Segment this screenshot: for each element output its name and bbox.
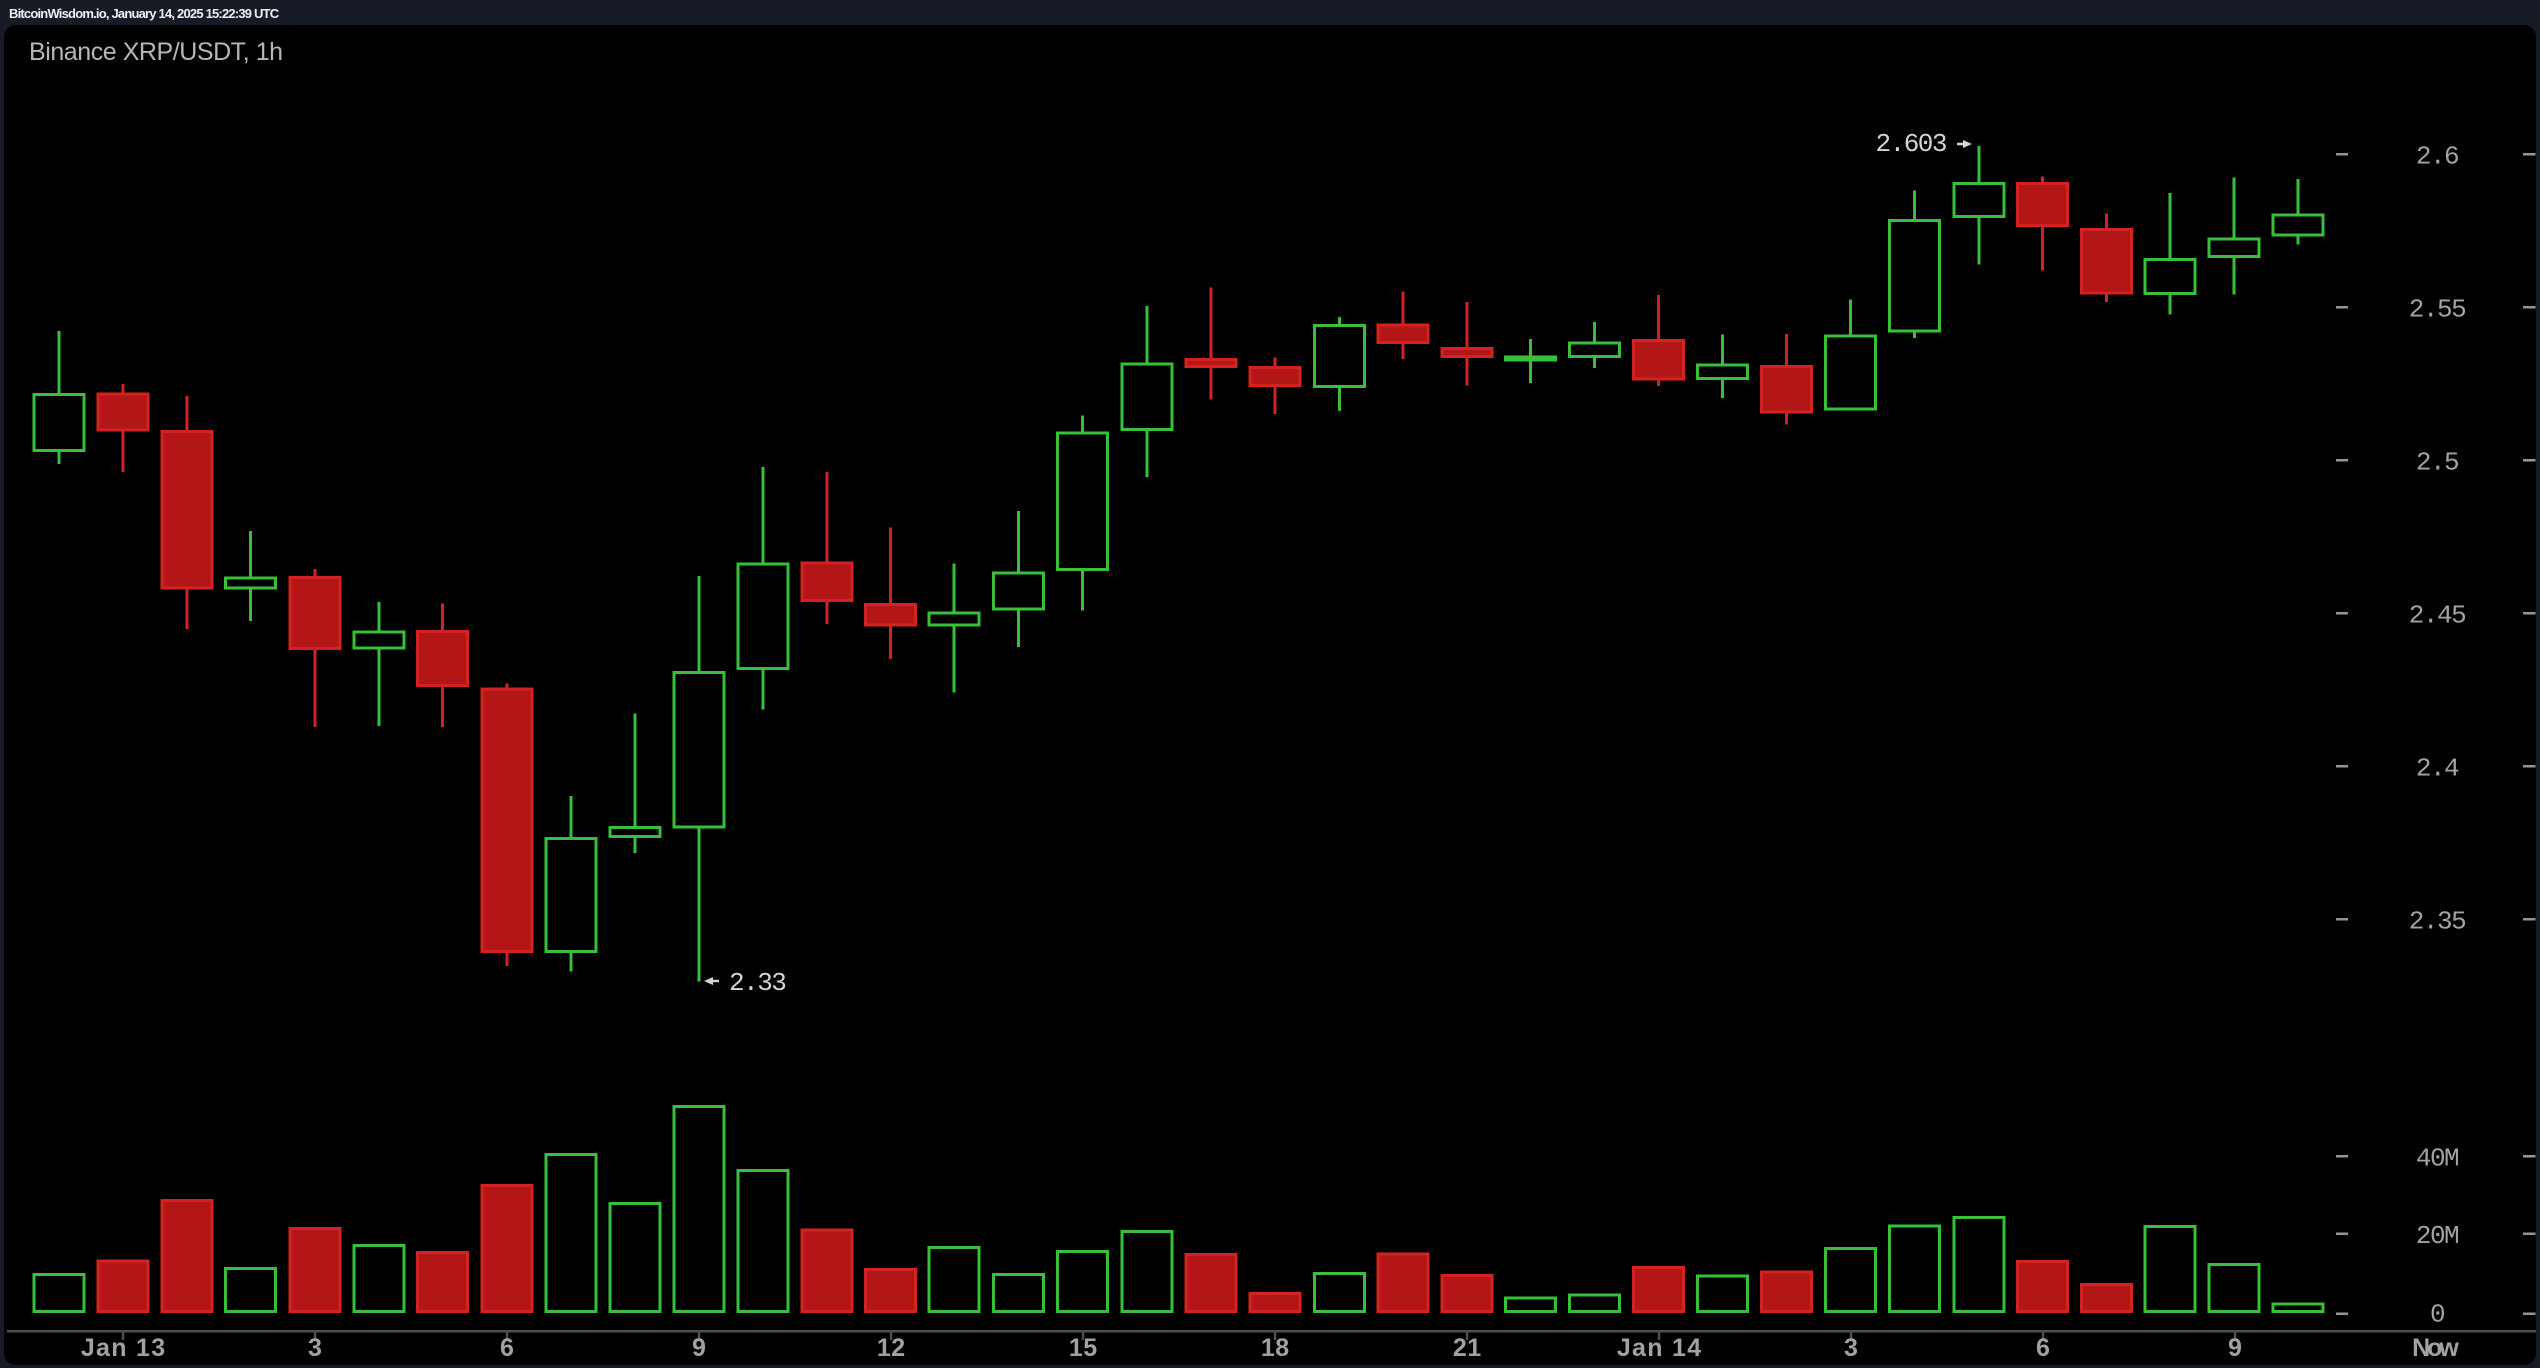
svg-text:2.4: 2.4 (2416, 754, 2459, 784)
svg-text:2.45: 2.45 (2409, 601, 2465, 631)
svg-text:Binance XRP/USDT, 1h: Binance XRP/USDT, 1h (29, 38, 283, 66)
svg-text:9: 9 (692, 1334, 706, 1362)
svg-text:2.6: 2.6 (2416, 142, 2458, 172)
svg-text:2.603: 2.603 (1875, 129, 1946, 159)
svg-text:9: 9 (2228, 1334, 2242, 1362)
svg-text:18: 18 (1261, 1334, 1290, 1362)
svg-text:20M: 20M (2416, 1221, 2458, 1251)
svg-text:3: 3 (1844, 1334, 1858, 1362)
svg-text:2.35: 2.35 (2409, 907, 2465, 937)
svg-text:40M: 40M (2416, 1144, 2458, 1174)
svg-text:6: 6 (2036, 1334, 2050, 1362)
svg-text:2.5: 2.5 (2416, 448, 2458, 478)
svg-text:6: 6 (500, 1334, 514, 1362)
svg-text:2.33: 2.33 (729, 968, 785, 998)
svg-text:3: 3 (308, 1334, 322, 1362)
svg-text:15: 15 (1069, 1334, 1098, 1362)
svg-text:Jan 13: Jan 13 (81, 1334, 167, 1362)
svg-text:12: 12 (877, 1334, 906, 1362)
svg-text:Now: Now (2412, 1334, 2459, 1362)
svg-text:BitcoinWisdom.io, January 14,: BitcoinWisdom.io, January 14, 2025 15:22… (9, 6, 280, 21)
svg-text:2.55: 2.55 (2409, 295, 2465, 325)
svg-text:21: 21 (1453, 1334, 1482, 1362)
svg-text:Jan 14: Jan 14 (1617, 1334, 1703, 1362)
svg-text:0: 0 (2430, 1300, 2444, 1330)
